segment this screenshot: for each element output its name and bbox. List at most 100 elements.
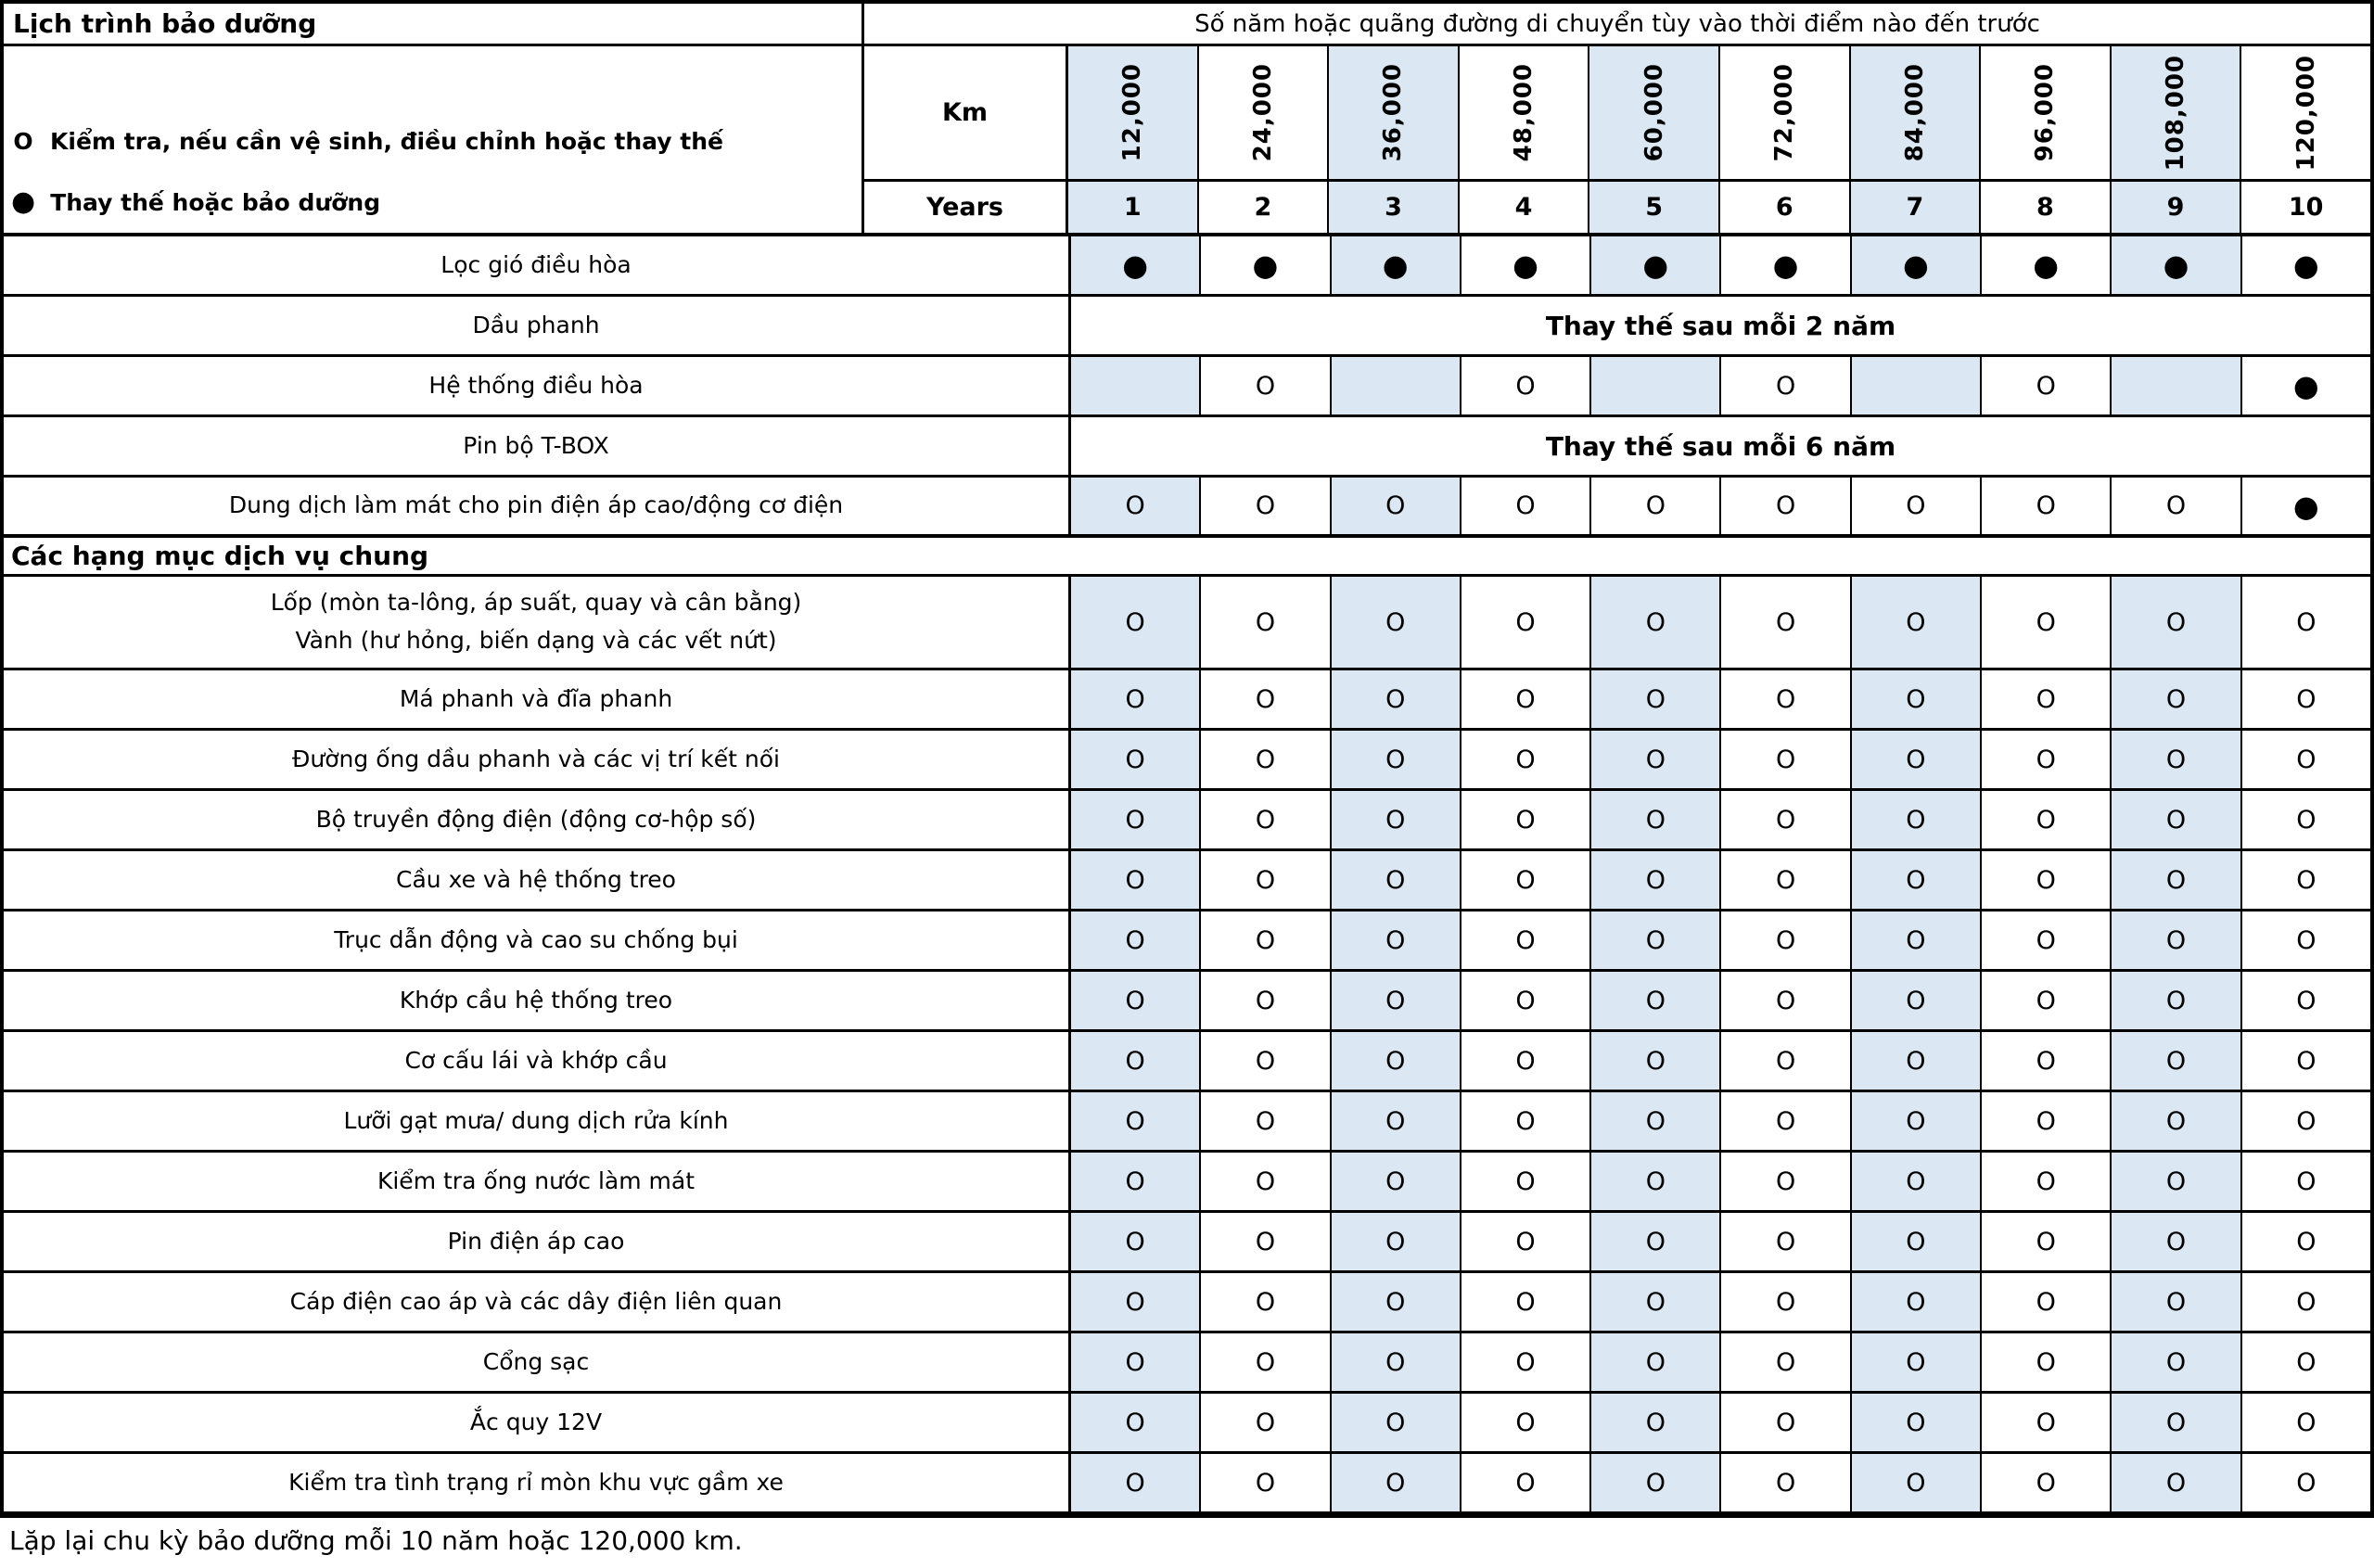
schedule-cell: O: [1199, 731, 1330, 788]
schedule-cell: O: [1071, 670, 1200, 728]
schedule-cell: ●: [2240, 478, 2370, 534]
schedule-cell: O: [1071, 1273, 1200, 1331]
schedule-cell: O: [1199, 1454, 1330, 1511]
schedule-cell: ●: [1329, 236, 1460, 294]
schedule-cell: O: [2240, 1092, 2370, 1150]
item-label-line: Cơ cấu lái và khớp cầu: [404, 1046, 668, 1074]
row-cells: O O O O O O O O O ●: [1071, 478, 2370, 534]
schedule-cell: O: [1589, 1454, 1720, 1511]
km-value-cell: 108,000: [2109, 46, 2240, 179]
schedule-cell: O: [2110, 851, 2240, 909]
schedule-cell: O: [1199, 972, 1330, 1029]
schedule-cell: O: [1329, 1032, 1460, 1090]
schedule-cell: O: [1980, 1032, 2111, 1090]
schedule-cell: O: [1199, 577, 1330, 668]
schedule-cell: O: [2110, 731, 2240, 788]
schedule-cell: O: [1199, 1032, 1330, 1090]
schedule-cell: O: [1589, 911, 1720, 969]
schedule-cell: ●: [1980, 236, 2111, 294]
schedule-cell: [1589, 357, 1720, 414]
km-value: 36,000: [1379, 63, 1408, 162]
item-label-line: Lọc gió điều hòa: [440, 250, 632, 278]
schedule-cell: O: [1589, 478, 1720, 534]
km-cols: 12,000 24,000 36,000 48,000 60,000 72,000 84,0…: [1068, 46, 2370, 179]
schedule-cell: O: [1589, 1213, 1720, 1270]
row-cells: ● ● ● ● ● ● ● ● ● ●: [1071, 236, 2370, 294]
table-row: Kiểm tra ống nước làm mát O O O O O O O O O O: [4, 1153, 2370, 1213]
schedule-cell: O: [2110, 1213, 2240, 1270]
km-value: 120,000: [2291, 54, 2320, 172]
item-label: Cơ cấu lái và khớp cầu: [4, 1032, 1071, 1090]
km-value: 48,000: [1510, 63, 1538, 162]
schedule-cell: O: [1459, 577, 1590, 668]
year-value-cell: 1: [1068, 182, 1197, 233]
schedule-cell: O: [2110, 1454, 2240, 1511]
km-value: 60,000: [1640, 63, 1668, 162]
schedule-cell: O: [1980, 357, 2111, 414]
km-value: 108,000: [2162, 54, 2190, 172]
schedule-cell: O: [1199, 911, 1330, 969]
year-value-cell: 6: [1717, 182, 1849, 233]
schedule-cell: O: [1980, 478, 2111, 534]
schedule-cell: O: [1719, 1032, 1850, 1090]
km-value-cell: 84,000: [1848, 46, 1980, 179]
schedule-cell: O: [2110, 1032, 2240, 1090]
schedule-cell: O: [1071, 1032, 1200, 1090]
schedule-cell: O: [1199, 1213, 1330, 1270]
schedule-cell: O: [1849, 1213, 1981, 1270]
schedule-cell: O: [2110, 1153, 2240, 1210]
item-label-line: Hệ thống điều hòa: [428, 371, 644, 399]
item-label: Cầu xe và hệ thống treo: [4, 851, 1071, 909]
schedule-cell: O: [1849, 972, 1981, 1029]
schedule-cell: ●: [2240, 236, 2370, 294]
year-value-cell: 10: [2240, 182, 2370, 233]
schedule-cell: O: [2110, 1394, 2240, 1451]
schedule-cell: ●: [1719, 236, 1850, 294]
table-row: Bộ truyền động điện (động cơ-hộp số) O O O O…: [4, 791, 2370, 851]
table-row: Hệ thống điều hòa O O O O ●: [4, 357, 2370, 417]
schedule-cell: O: [1329, 791, 1460, 848]
item-label-line: Vành (hư hỏng, biến dạng và các vết nứt): [295, 627, 777, 654]
schedule-cell: ●: [2240, 357, 2370, 414]
schedule-cell: O: [1071, 1394, 1200, 1451]
item-label-line: Bộ truyền động điện (động cơ-hộp số): [315, 805, 757, 833]
schedule-cell: O: [2110, 972, 2240, 1029]
schedule-note: Thay thế sau mỗi 2 năm: [1071, 297, 2370, 354]
schedule-cell: ●: [1199, 236, 1330, 294]
schedule-cell: O: [1980, 1213, 2111, 1270]
item-label-line: Má phanh và đĩa phanh: [399, 684, 673, 712]
item-label-line: Lưỡi gạt mưa/ dung dịch rửa kính: [343, 1106, 729, 1134]
schedule-cell: O: [1589, 1153, 1720, 1210]
year-cols: 1 2 3 4 5 6 7 8 9 10: [1068, 182, 2370, 233]
schedule-note: Thay thế sau mỗi 6 năm: [1071, 417, 2370, 475]
schedule-cell: O: [1071, 972, 1200, 1029]
table-row: Đường ống dầu phanh và các vị trí kết nố…: [4, 731, 2370, 791]
schedule-cell: [1071, 357, 1200, 414]
schedule-cell: O: [1459, 1394, 1590, 1451]
schedule-cell: O: [1719, 1273, 1850, 1331]
item-label-line: Cầu xe và hệ thống treo: [396, 865, 676, 893]
schedule-cell: O: [1459, 1213, 1590, 1270]
schedule-cell: O: [1719, 1394, 1850, 1451]
item-label-line: Pin bộ T-BOX: [463, 431, 609, 459]
schedule-cell: O: [1459, 1273, 1590, 1331]
schedule-cell: O: [1199, 1092, 1330, 1150]
schedule-cell: O: [1071, 851, 1200, 909]
km-value-cell: 36,000: [1327, 46, 1458, 179]
schedule-cell: O: [1980, 670, 2111, 728]
schedule-cell: O: [1980, 1092, 2111, 1150]
schedule-cell: O: [1980, 972, 2111, 1029]
item-label-line: Kiểm tra tình trạng rỉ mòn khu vực gầm x…: [288, 1468, 784, 1496]
schedule-cell: O: [1849, 731, 1981, 788]
table-row: Trục dẫn động và cao su chống bụi O O O O O O O…: [4, 911, 2370, 972]
schedule-cell: O: [1719, 357, 1850, 414]
schedule-cell: O: [1719, 1153, 1850, 1210]
years-row: Years 1 2 3 4 5 6 7 8 9 10: [864, 182, 2370, 233]
schedule-cell: O: [1589, 1092, 1720, 1150]
schedule-cell: O: [1459, 1454, 1590, 1511]
table-row: Dầu phanh Thay thế sau mỗi 2 năm: [4, 297, 2370, 357]
schedule-cell: O: [1459, 1153, 1590, 1210]
